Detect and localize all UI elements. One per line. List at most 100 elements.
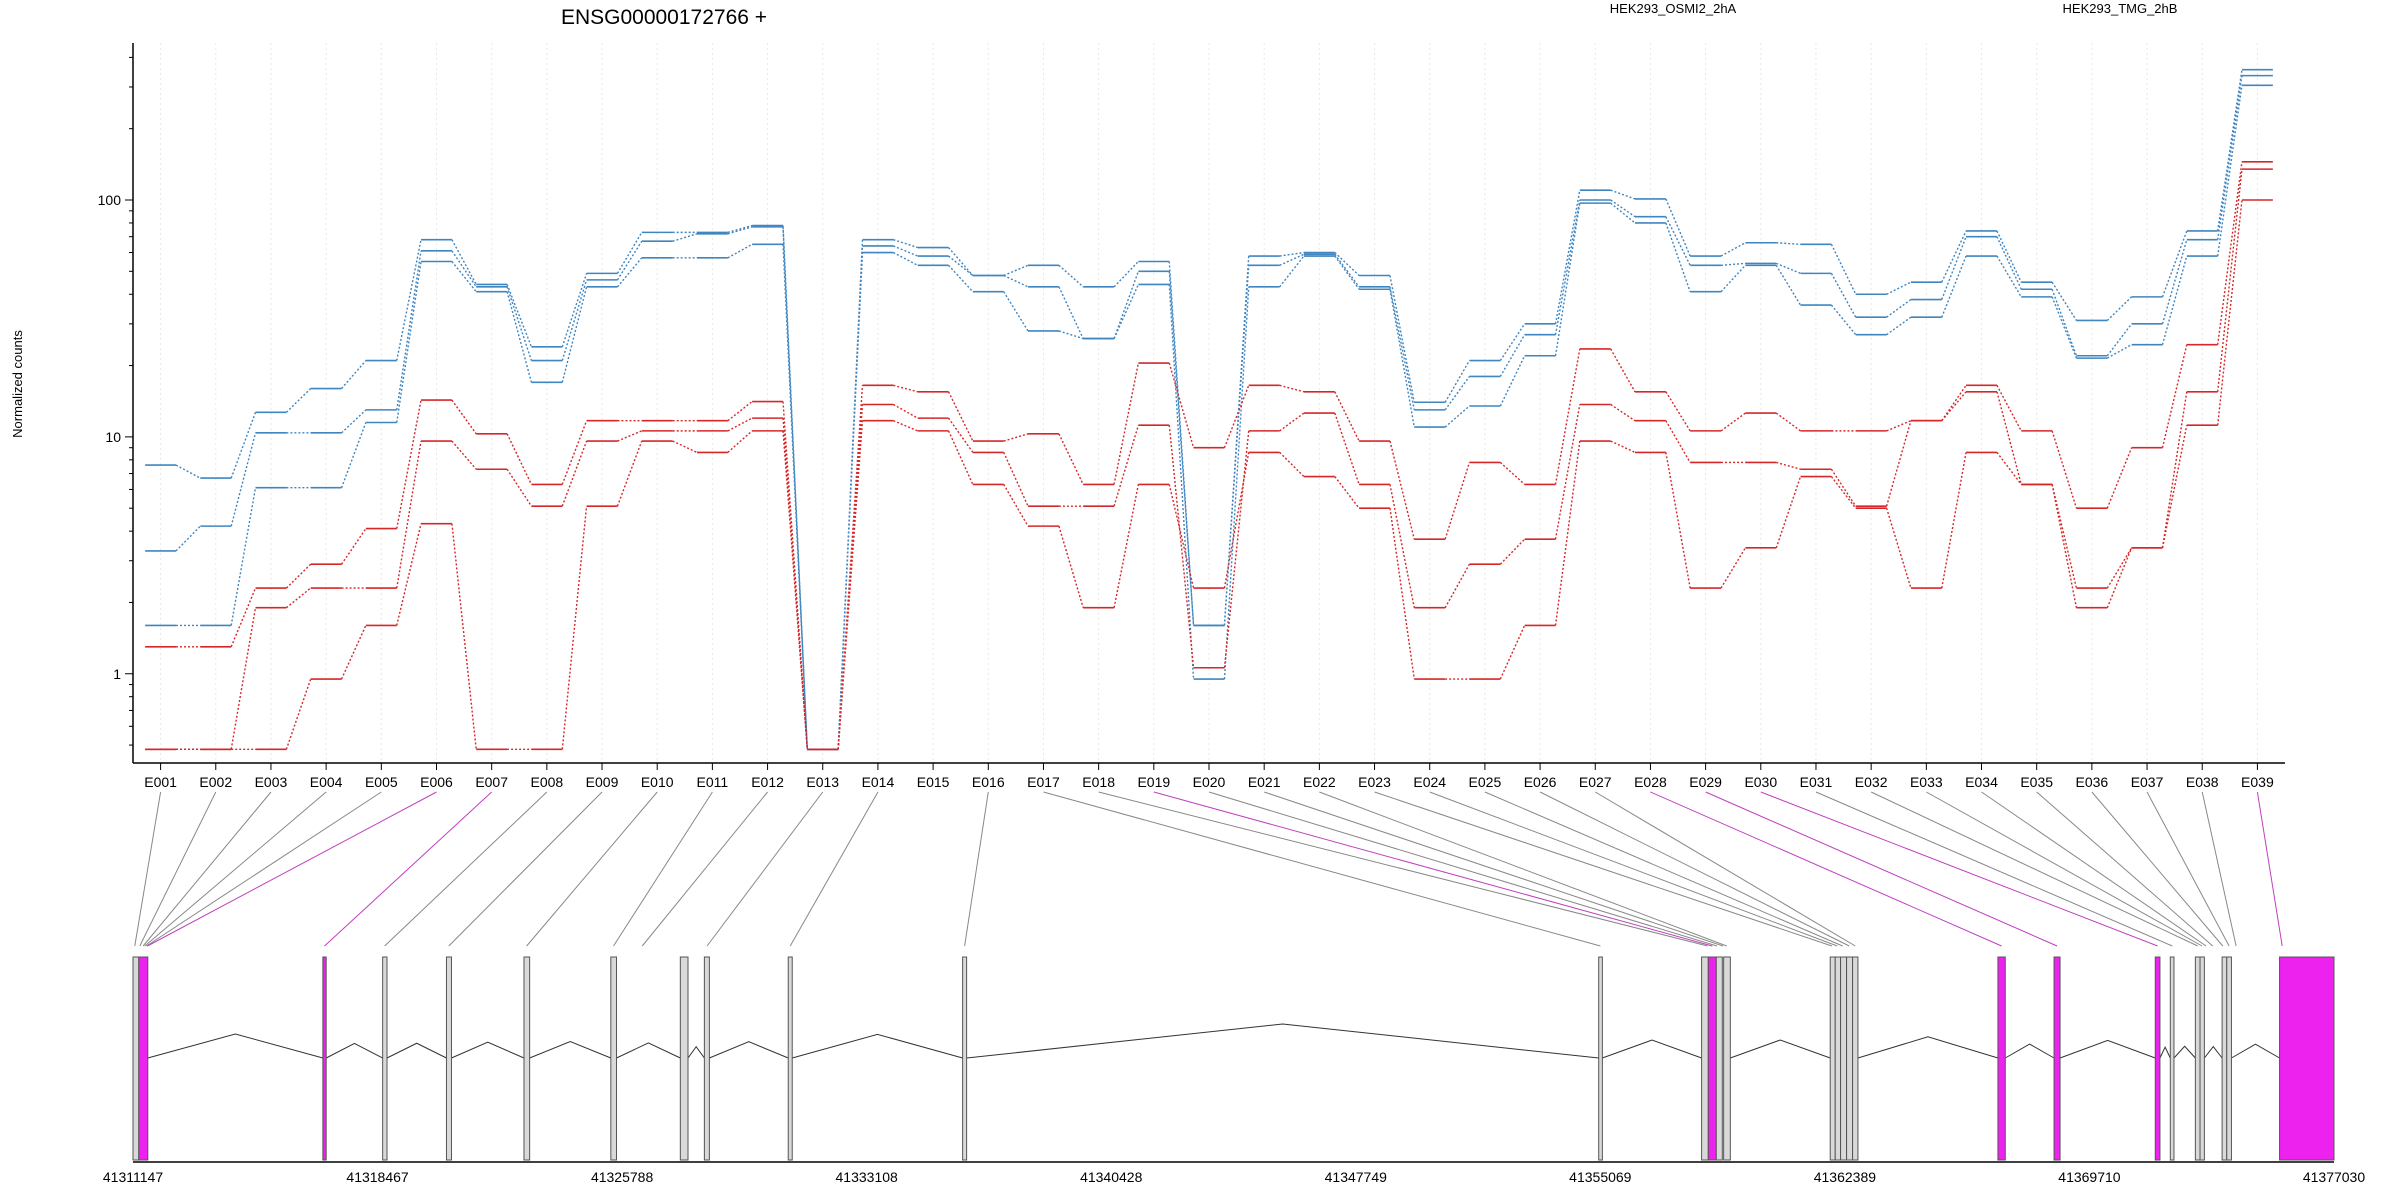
intron-line	[2159, 1046, 2171, 1059]
transition-line	[396, 261, 422, 423]
x-tick-label: E022	[1303, 774, 1336, 790]
exon-box	[1829, 956, 1836, 1161]
transition-line	[1334, 412, 1360, 485]
transition-line	[727, 417, 753, 432]
transition-line	[2161, 239, 2188, 325]
transition-line	[341, 360, 367, 389]
transition-line	[1720, 264, 1746, 293]
exon-box-highlighted	[2053, 956, 2061, 1161]
transition-line	[837, 420, 864, 750]
transition-line	[1610, 202, 1636, 224]
exon-connector-line	[139, 791, 217, 947]
transition-line	[1003, 291, 1029, 332]
transition-line	[1720, 547, 1746, 589]
transition-line	[1389, 508, 1415, 680]
exon-connector-line	[2146, 791, 2230, 947]
x-tick-label: E019	[1137, 774, 1170, 790]
transition-line	[1886, 316, 1912, 336]
transition-line	[1223, 385, 1250, 448]
transition-line	[947, 430, 974, 485]
transition-line	[561, 420, 588, 485]
transition-line	[948, 255, 974, 277]
transition-line	[561, 273, 588, 348]
x-tick-label: E014	[862, 774, 895, 790]
x-tick-label: E012	[751, 774, 784, 790]
exon-connector-line	[1319, 791, 1727, 947]
transition-line	[1830, 273, 1857, 318]
genomic-tick-label: 41311147	[103, 1169, 163, 1185]
exon-box	[2199, 956, 2205, 1161]
transition-line	[2106, 296, 2133, 321]
transition-line	[1113, 271, 1140, 339]
transition-line	[948, 264, 974, 293]
transition-line	[1886, 298, 1912, 318]
transition-line	[1775, 264, 1802, 306]
transition-line	[1665, 391, 1691, 432]
transition-line	[1279, 384, 1305, 393]
transition-line	[561, 440, 588, 507]
intron-line	[1602, 1039, 1702, 1059]
transition-line	[727, 226, 753, 235]
series-osmi2	[145, 199, 2273, 751]
transition-line	[893, 384, 918, 393]
exon-connector-line	[1208, 791, 1718, 947]
transition-line	[1279, 412, 1305, 432]
exon-box-highlighted	[138, 956, 149, 1161]
transition-line	[506, 286, 533, 361]
transition-line	[1775, 412, 1801, 432]
transition-line	[1223, 430, 1250, 668]
transition-line	[1610, 348, 1636, 393]
transition-line	[1058, 330, 1084, 340]
intron-line	[966, 1023, 1599, 1059]
transition-line	[1720, 412, 1746, 432]
transition-line	[1113, 425, 1140, 507]
transition-line	[1665, 222, 1691, 292]
transition-line	[340, 625, 367, 680]
transition-line	[1003, 452, 1029, 507]
transition-line	[1444, 462, 1471, 540]
exon-box-highlighted	[1707, 956, 1717, 1161]
gene-model: 41311147 41318467 41325788 41333108 41340428…	[103, 791, 2365, 1185]
transition-line	[947, 391, 974, 442]
x-tick-label: E025	[1469, 774, 1502, 790]
x-tick-label: E009	[586, 774, 619, 790]
x-tick-label: E038	[2186, 774, 2219, 790]
transition-line	[1554, 348, 1581, 485]
plot-area: 1 10 100 E001 E002 E003 E004 E005 E006 E007 E008 E0…	[98, 43, 2285, 790]
x-tick-label: E032	[1855, 774, 1888, 790]
transition-line	[1279, 255, 1305, 288]
transition-line	[1830, 476, 1857, 509]
transition-line	[893, 420, 918, 432]
genomic-tick-label: 41355069	[1569, 1169, 1632, 1185]
exon-box	[1598, 956, 1603, 1161]
transition-line	[285, 587, 312, 609]
y-tick-label: 100	[98, 192, 122, 208]
intron-line	[147, 1033, 323, 1059]
transition-line	[2051, 288, 2078, 357]
transition-line	[396, 440, 422, 589]
transition-line	[1996, 451, 2022, 485]
transition-line	[1941, 255, 1967, 318]
exon-box	[962, 956, 968, 1161]
transition-line	[1389, 484, 1415, 608]
x-tick-label: E002	[199, 774, 232, 790]
transition-line	[1279, 251, 1305, 257]
exon-connector-line	[1264, 791, 1724, 947]
transition-line	[2216, 199, 2243, 426]
intron-line	[616, 1042, 681, 1059]
transition-line	[1941, 384, 1967, 422]
transition-line	[1776, 461, 1801, 470]
transition-line	[1334, 476, 1360, 509]
transition-line	[1499, 625, 1526, 680]
transition-line	[1665, 420, 1691, 463]
x-tick-label: E003	[255, 774, 288, 790]
transition-line	[782, 430, 808, 750]
transition-line	[1554, 404, 1581, 540]
chart-title: ENSG00000172766 +	[561, 6, 767, 29]
transition-line	[2051, 484, 2078, 608]
transition-line	[1499, 355, 1526, 407]
transition-line	[782, 418, 808, 750]
transition-line	[175, 525, 201, 552]
transition-line	[451, 239, 477, 285]
